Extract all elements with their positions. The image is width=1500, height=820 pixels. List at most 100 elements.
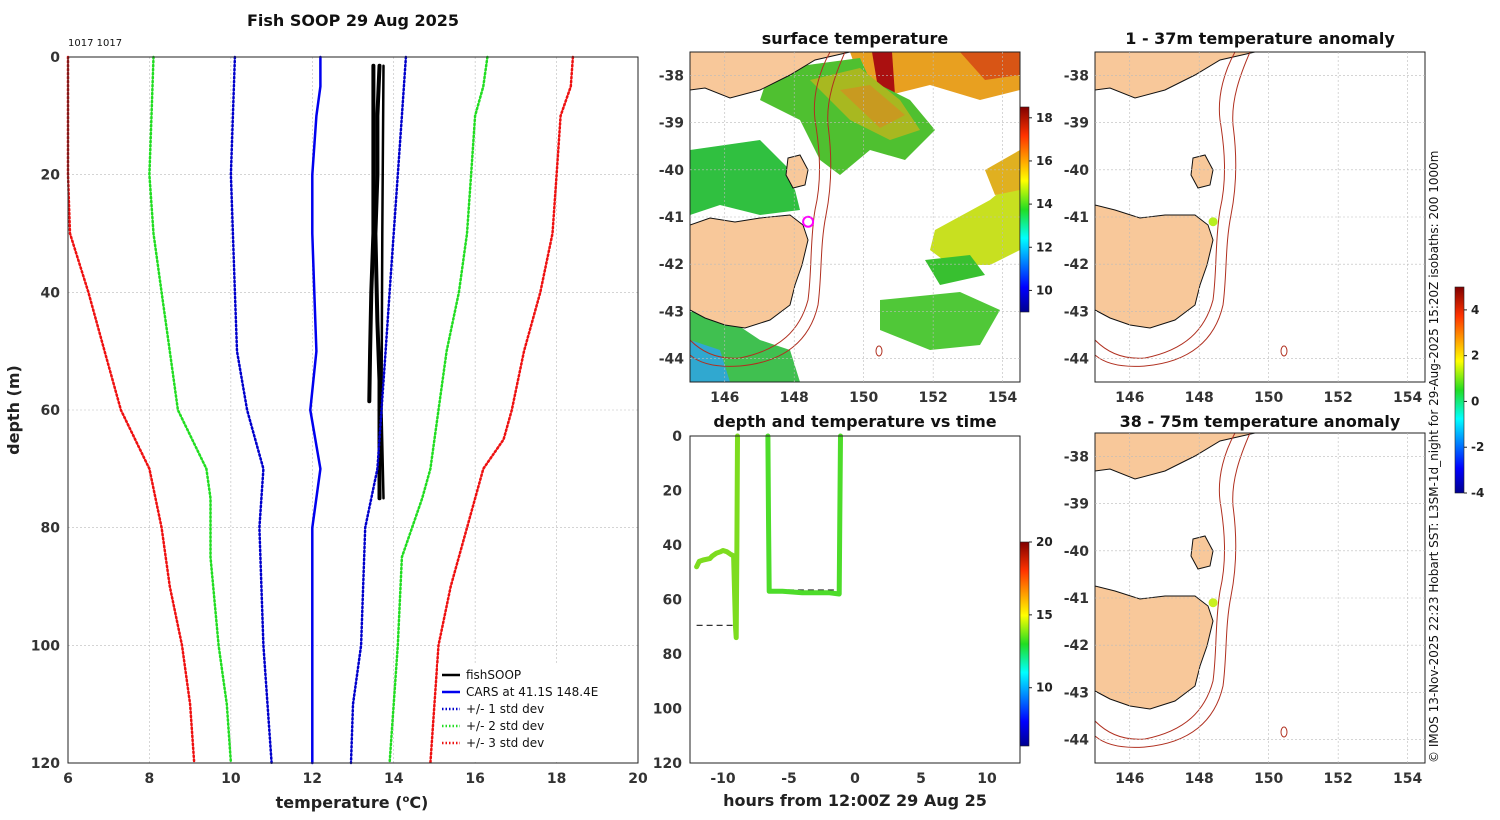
anom-lower-lat-label: -43 — [1064, 685, 1089, 701]
profile-ytick-label: 100 — [31, 638, 60, 654]
anomaly-colorbar — [1454, 286, 1465, 494]
profile-title: Fish SOOP 29 Aug 2025 — [247, 11, 459, 30]
profile-xtick-label: 18 — [547, 771, 566, 787]
anom-upper-seamount — [1280, 345, 1288, 357]
sst-map-lat-label: -39 — [659, 116, 684, 132]
profile-series-line — [429, 55, 575, 765]
anom-lower-lat-label: -38 — [1064, 450, 1089, 466]
profile-ytick-label: 60 — [41, 403, 61, 419]
sst-map-ticks: 146 148 150 152 154 -38 -39 -40 -41 -42 -43 -44 — [659, 69, 1018, 406]
anom-upper-lat-label: -41 — [1064, 210, 1089, 226]
anom-lower-mainland — [1095, 433, 1256, 480]
profile-ytick-label: 120 — [31, 756, 60, 772]
timeseries-title: depth and temperature vs time — [713, 412, 996, 431]
profile-series-line — [388, 55, 489, 765]
anom-lower-lon-label: 150 — [1254, 771, 1283, 787]
timeseries-panel: depth and temperature vs time -10 -5 0 5 100… — [653, 412, 1053, 810]
timeseries-colorbar-label: 20 — [1036, 535, 1053, 549]
sst-colorbar-label: 16 — [1036, 154, 1053, 168]
anom-lower-lat-label: -44 — [1064, 732, 1090, 748]
timeseries-ytick-label: 120 — [653, 756, 682, 772]
timeseries-colorbar-label: 10 — [1036, 681, 1053, 695]
mainland-australia — [690, 52, 851, 99]
anom-upper-isobath-200 — [1095, 52, 1236, 359]
anom-lower-lon-label: 152 — [1324, 771, 1353, 787]
profile-series-line — [380, 64, 385, 500]
isobath-200 — [690, 52, 831, 359]
seamount-contour — [875, 345, 883, 357]
anom-lower-isobath-1000 — [1095, 433, 1251, 748]
profile-ytick-label: 20 — [41, 168, 61, 184]
sst-west-region — [690, 140, 800, 215]
timeseries-cast-track — [765, 433, 843, 597]
anom-upper-tasmania — [1095, 204, 1214, 329]
profile-ticks: 6 8 10 12 14 16 18 20 0 20 40 60 80 100 120 — [31, 50, 648, 787]
sst-colorbar-label: 12 — [1036, 240, 1053, 254]
sst-cool-region — [690, 340, 730, 382]
anom-lower-title: 38 - 75m temperature anomaly — [1120, 412, 1401, 431]
tasmania — [690, 214, 809, 329]
anom-upper-lat-label: -42 — [1064, 257, 1089, 273]
anom-lower-lat-label: -42 — [1064, 638, 1089, 654]
anom-lower-lat-label: -40 — [1064, 544, 1090, 560]
timeseries-ytick-label: 80 — [663, 647, 683, 663]
sst-map-lon-label: 150 — [849, 390, 878, 406]
profile-xtick-label: 8 — [145, 771, 155, 787]
timeseries-ytick-label: 40 — [663, 538, 683, 554]
anom-upper-lat-label: -43 — [1064, 304, 1089, 320]
anom-lower-lon-label: 148 — [1185, 771, 1214, 787]
sst-hot-region — [960, 52, 1020, 80]
timeseries-series — [694, 433, 843, 641]
anom-upper-flinders — [1190, 154, 1214, 189]
timeseries-colorbar-label: 15 — [1036, 608, 1053, 622]
profile-xtick-label: 6 — [63, 771, 73, 787]
profile-ytick-label: 0 — [50, 50, 60, 66]
profile-xtick-label: 14 — [384, 771, 404, 787]
anom-upper-title: 1 - 37m temperature anomaly — [1125, 29, 1395, 48]
anomaly-colorbar-ticks: -4 -2 0 2 4 — [1464, 303, 1484, 500]
sst-map-lat-label: -40 — [659, 163, 685, 179]
timeseries-xtick-label: 0 — [850, 771, 860, 787]
sst-map-title: surface temperature — [762, 29, 949, 48]
timeseries-cast-track — [694, 433, 740, 641]
timeseries-xlabel: hours from 12:00Z 29 Aug 25 — [723, 791, 987, 810]
profile-series-line — [309, 55, 322, 765]
anom-upper-point — [1208, 217, 1218, 227]
profile-axes-frame — [67, 56, 639, 764]
anom-lower-lat-label: -41 — [1064, 591, 1089, 607]
profile-annotation: 1017 1017 — [68, 38, 122, 49]
timeseries-colorbar — [1019, 541, 1030, 747]
sst-location-marker — [802, 215, 815, 228]
profile-series-line — [367, 63, 376, 404]
sst-colorbar-ticks: 10 12 14 16 18 — [1029, 111, 1053, 297]
anom-upper-ticks: 146 148 150 152 154 -38 -39 -40 -41 -42 -43 -44 — [1064, 69, 1423, 406]
sst-warm-patch — [840, 85, 905, 128]
anom-upper-lon-label: 146 — [1115, 390, 1144, 406]
profile-ylabel: depth (m) — [4, 365, 23, 455]
timeseries-ytick-label: 60 — [663, 593, 683, 609]
sst-east-region — [930, 175, 1020, 265]
legend-label-std1: +/- 1 std dev — [466, 702, 544, 716]
anom-upper-lon-label: 154 — [1393, 390, 1422, 406]
sst-colorbar-label: 10 — [1036, 283, 1053, 297]
profile-series-line — [229, 55, 273, 765]
timeseries-ytick-label: 20 — [663, 484, 683, 500]
timeseries-ytick-label: 100 — [653, 702, 682, 718]
timeseries-ytick-label: 0 — [672, 429, 682, 445]
anom-upper-mainland — [1095, 52, 1256, 99]
anomaly-colorbar-label: -2 — [1471, 440, 1484, 454]
sst-map-field — [690, 52, 1020, 382]
anom-upper-lat-label: -40 — [1064, 163, 1090, 179]
sst-colorbar — [1019, 106, 1030, 313]
anom-lower-lon-label: 146 — [1115, 771, 1144, 787]
sst-map-lon-label: 148 — [780, 390, 809, 406]
anom-lower-ticks: 146 148 150 152 154 -38 -39 -40 -41 -42 -43 -44 — [1064, 450, 1423, 787]
anom-lower-seamount — [1280, 726, 1288, 738]
anom-lower-isobath-200 — [1095, 433, 1236, 740]
flinders-island — [785, 154, 809, 189]
sst-east-green — [925, 255, 985, 285]
anomaly-colorbar-label: 2 — [1471, 349, 1479, 363]
sst-map-lon-label: 152 — [919, 390, 948, 406]
